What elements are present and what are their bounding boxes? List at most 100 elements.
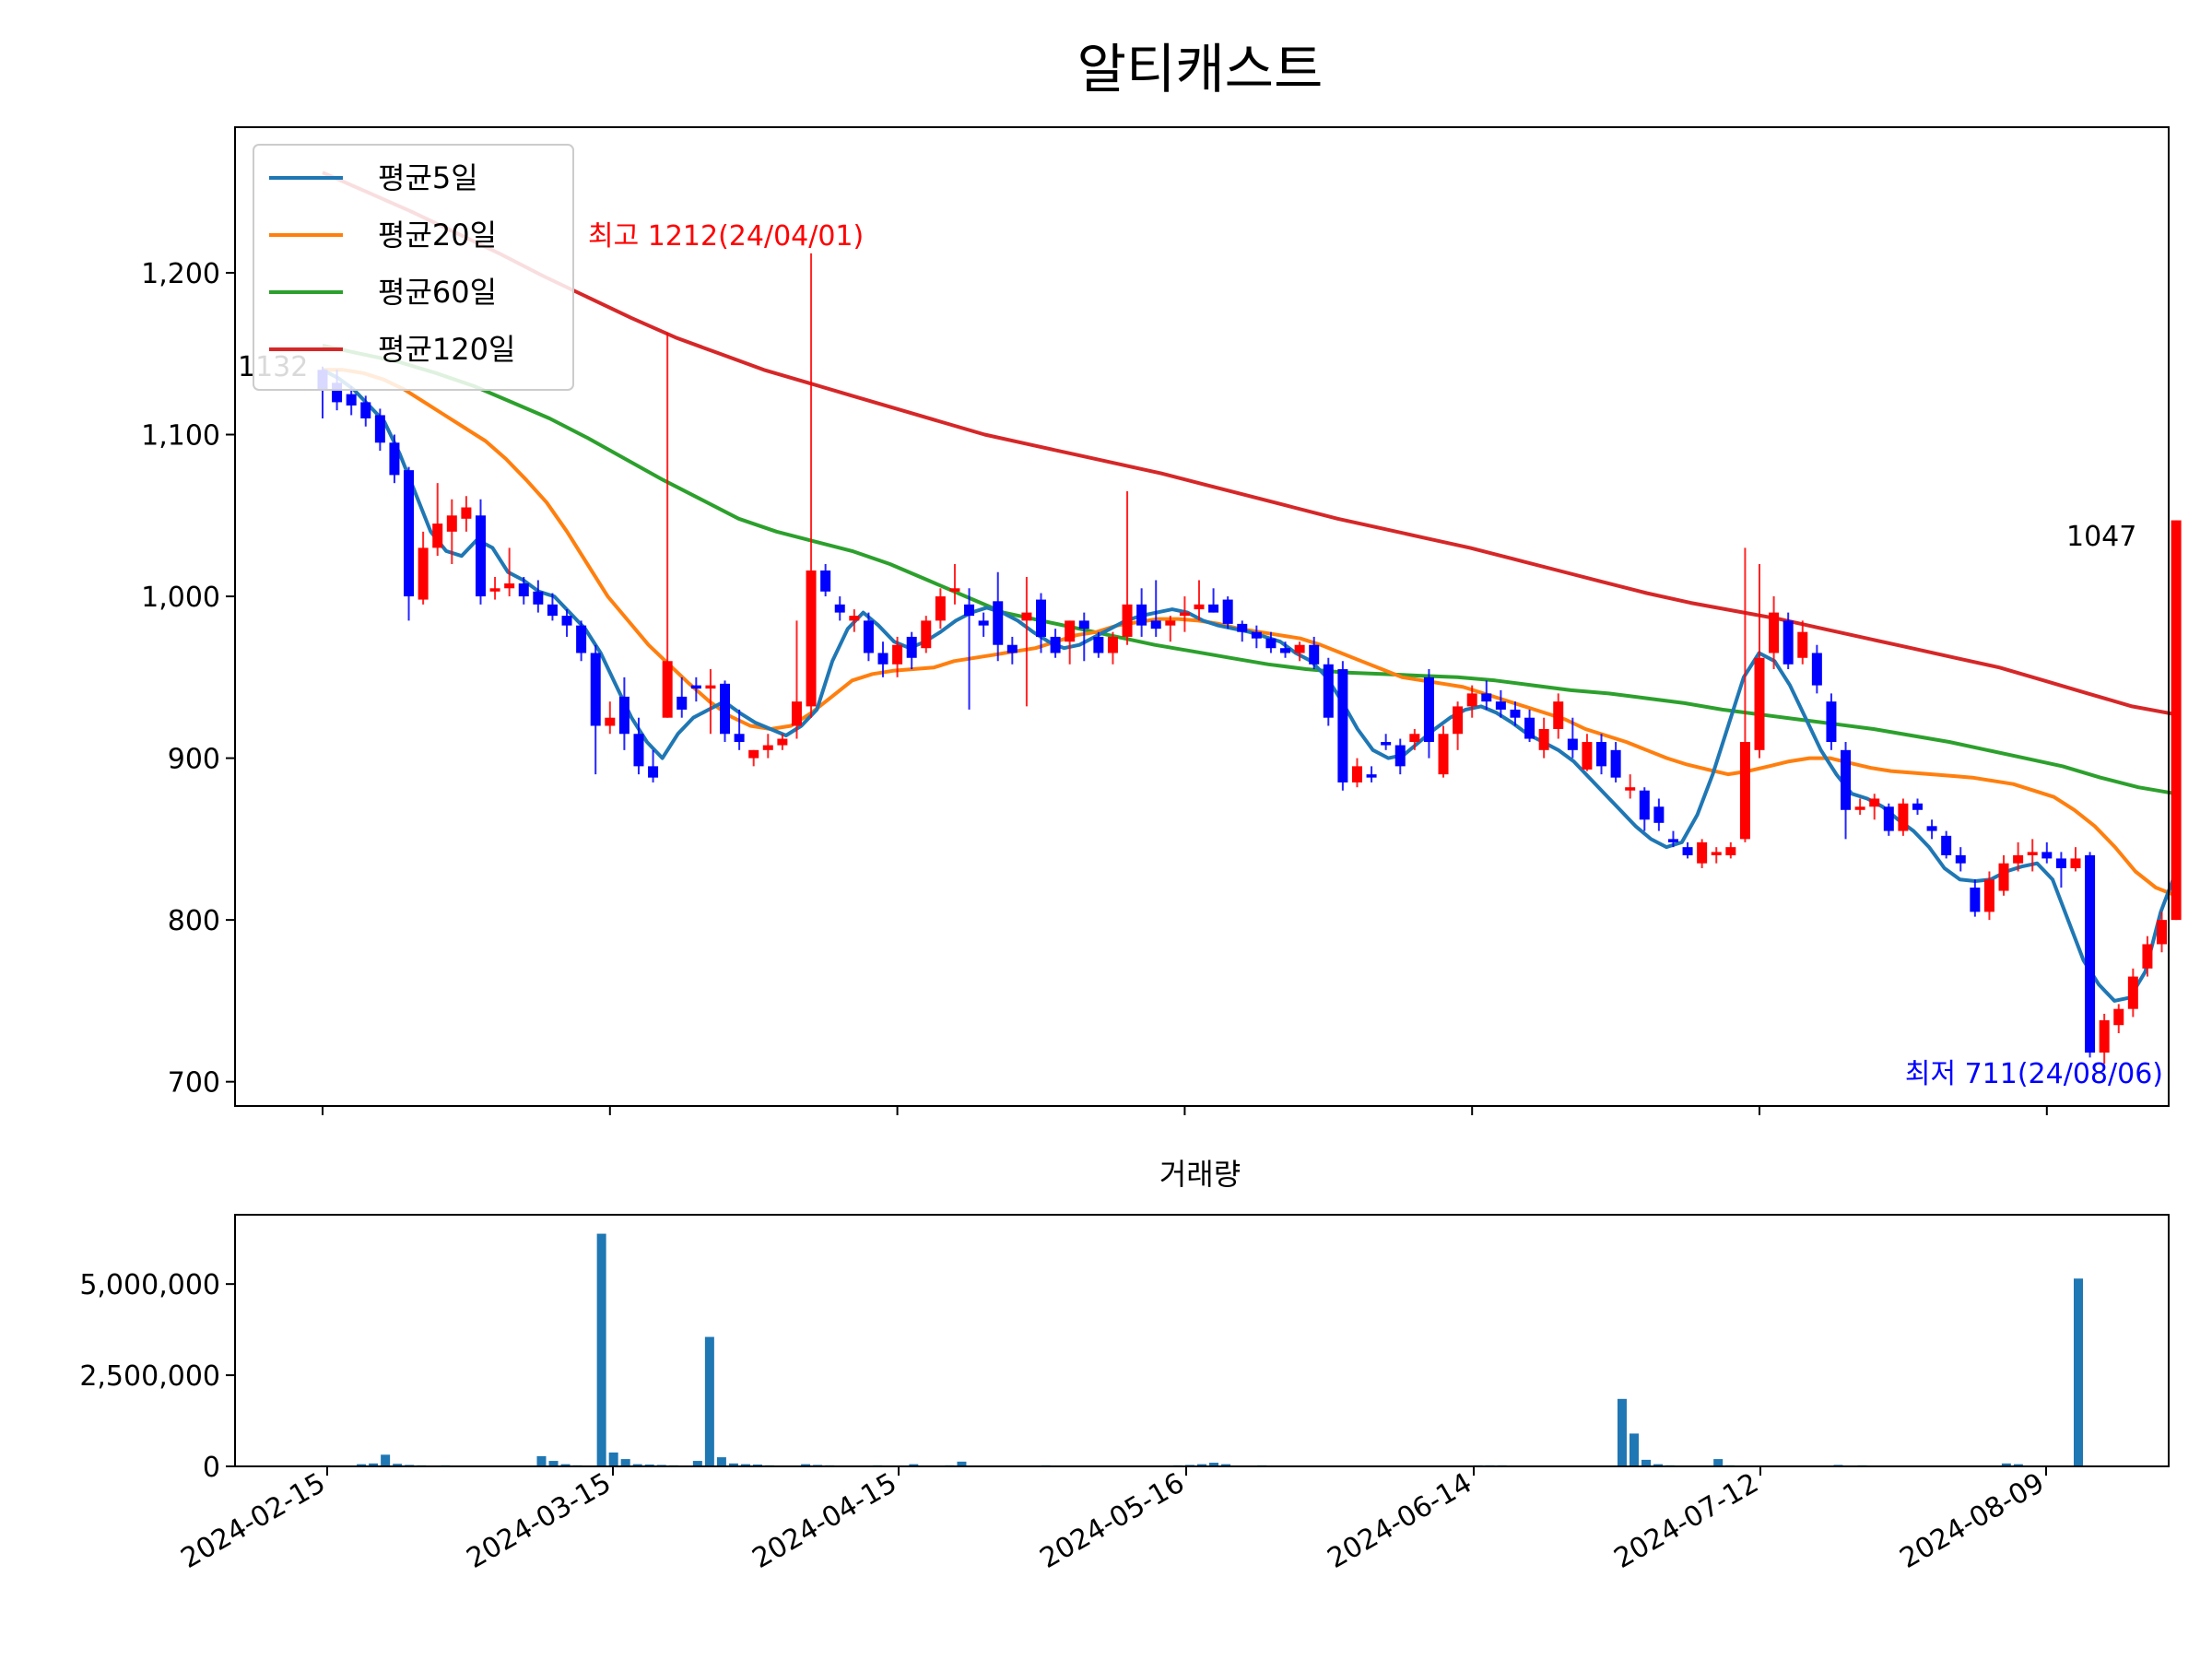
candle-body <box>734 734 745 743</box>
candle-body <box>1941 835 1952 855</box>
candle-body <box>1682 847 1693 855</box>
candle-body <box>489 588 500 592</box>
volume-bar <box>1209 1463 1219 1466</box>
candle-body <box>820 570 831 592</box>
ma5-line <box>322 368 2178 1003</box>
low-price-label: 최저 711(24/08/06) <box>1905 1058 2163 1090</box>
volume-bar <box>2013 1464 2023 1466</box>
candle-body <box>2027 852 2038 855</box>
candle-body <box>418 547 429 600</box>
volume-bar <box>2001 1463 2011 1466</box>
candle-body <box>1538 728 1549 750</box>
volume-bar <box>692 1461 702 1466</box>
volume-panel-title: 거래량 <box>1159 1157 1241 1192</box>
candle-body <box>762 745 773 750</box>
volume-bar <box>381 1454 391 1466</box>
candle-body <box>648 766 659 778</box>
price-y-tick-label: 900 <box>168 744 220 776</box>
price-y-tick-label: 700 <box>168 1067 220 1100</box>
candle-body <box>705 685 716 689</box>
price-panel: 700 800 900 1,000 1,100 1,200 1132 1047 최고 12… <box>141 126 2182 1115</box>
volume-bars <box>321 1233 2083 1466</box>
volume-bar <box>620 1459 630 1466</box>
x-tick-label: 2024-08-09 <box>1895 1467 2050 1575</box>
candle-body <box>1481 693 1492 702</box>
candle-body <box>978 620 989 626</box>
candle-body <box>1697 841 1708 864</box>
candle-body <box>1567 738 1578 750</box>
volume-bar <box>801 1464 811 1466</box>
candle-body <box>1265 638 1277 649</box>
candle-body <box>561 616 572 626</box>
candle-body <box>1150 620 1161 629</box>
candle-body <box>1237 623 1248 632</box>
candlesticks <box>317 253 2182 1065</box>
candle-body <box>1725 847 1736 855</box>
candle-body <box>1050 636 1061 653</box>
candle-body <box>777 738 788 746</box>
price-plot-frame <box>234 126 2170 1107</box>
candle-body <box>1165 620 1176 626</box>
candle-body <box>892 644 903 665</box>
candle-body <box>921 620 932 649</box>
candle-body <box>1381 742 1392 746</box>
candle-body <box>2127 976 2138 1009</box>
candle-body <box>1251 631 1262 639</box>
legend-label: 평균120일 <box>378 332 515 367</box>
candle-body <box>1869 798 1880 807</box>
x-tick-label: 2024-07-12 <box>1609 1467 1764 1575</box>
candle-body <box>1983 879 1994 912</box>
candle-body <box>834 604 845 613</box>
candle-body <box>374 415 385 443</box>
candle-body <box>1783 620 1794 665</box>
volume-bar <box>393 1464 403 1466</box>
candle-body <box>1510 709 1521 718</box>
candle-body <box>1769 612 1780 653</box>
volume-bar <box>1617 1398 1627 1466</box>
candle-body <box>1841 749 1852 810</box>
candle-body <box>1006 644 1018 653</box>
candle-body <box>1409 734 1420 743</box>
candle-body <box>618 696 629 735</box>
candle-body <box>475 515 486 597</box>
candle-body <box>389 442 400 476</box>
candle-body <box>935 596 946 621</box>
candle-body <box>1754 657 1765 750</box>
candle-body <box>863 620 874 653</box>
candle-body <box>964 604 975 617</box>
volume-bar <box>716 1457 726 1466</box>
volume-bar <box>728 1463 738 1466</box>
candle-body <box>662 661 673 718</box>
candle-body <box>1309 644 1320 665</box>
ma60-line <box>322 344 2177 796</box>
candle-body <box>1366 774 1377 778</box>
x-tick-label: 2024-05-16 <box>1035 1467 1190 1575</box>
candle-body <box>1280 648 1291 653</box>
candle-body <box>1625 787 1636 791</box>
candle-body <box>605 717 616 726</box>
candle-body <box>1596 742 1607 767</box>
candle-body <box>1222 599 1233 624</box>
volume-bar <box>1713 1459 1724 1466</box>
candle-body <box>518 583 529 597</box>
candle-body <box>1122 604 1133 637</box>
candle-body <box>1078 620 1089 629</box>
candle-body <box>849 616 860 621</box>
candle-body <box>2157 920 2168 945</box>
candle-body <box>1524 717 1535 739</box>
price-y-tick-label: 1,100 <box>141 420 220 453</box>
candle-body <box>791 701 802 726</box>
candle-body <box>1898 803 1909 831</box>
price-annotations: 1132 1047 최고 1212(24/04/01) 최저 711(24/08… <box>238 220 2163 1090</box>
candle-body <box>720 683 731 735</box>
candle-body <box>590 653 601 726</box>
legend-label: 평균60일 <box>378 275 497 310</box>
candle-body <box>360 402 371 418</box>
candle-body <box>2171 520 2182 921</box>
candle-body <box>1453 706 1464 735</box>
candle-body <box>1337 669 1348 782</box>
candle-body <box>949 588 960 592</box>
candle-body <box>633 734 644 767</box>
